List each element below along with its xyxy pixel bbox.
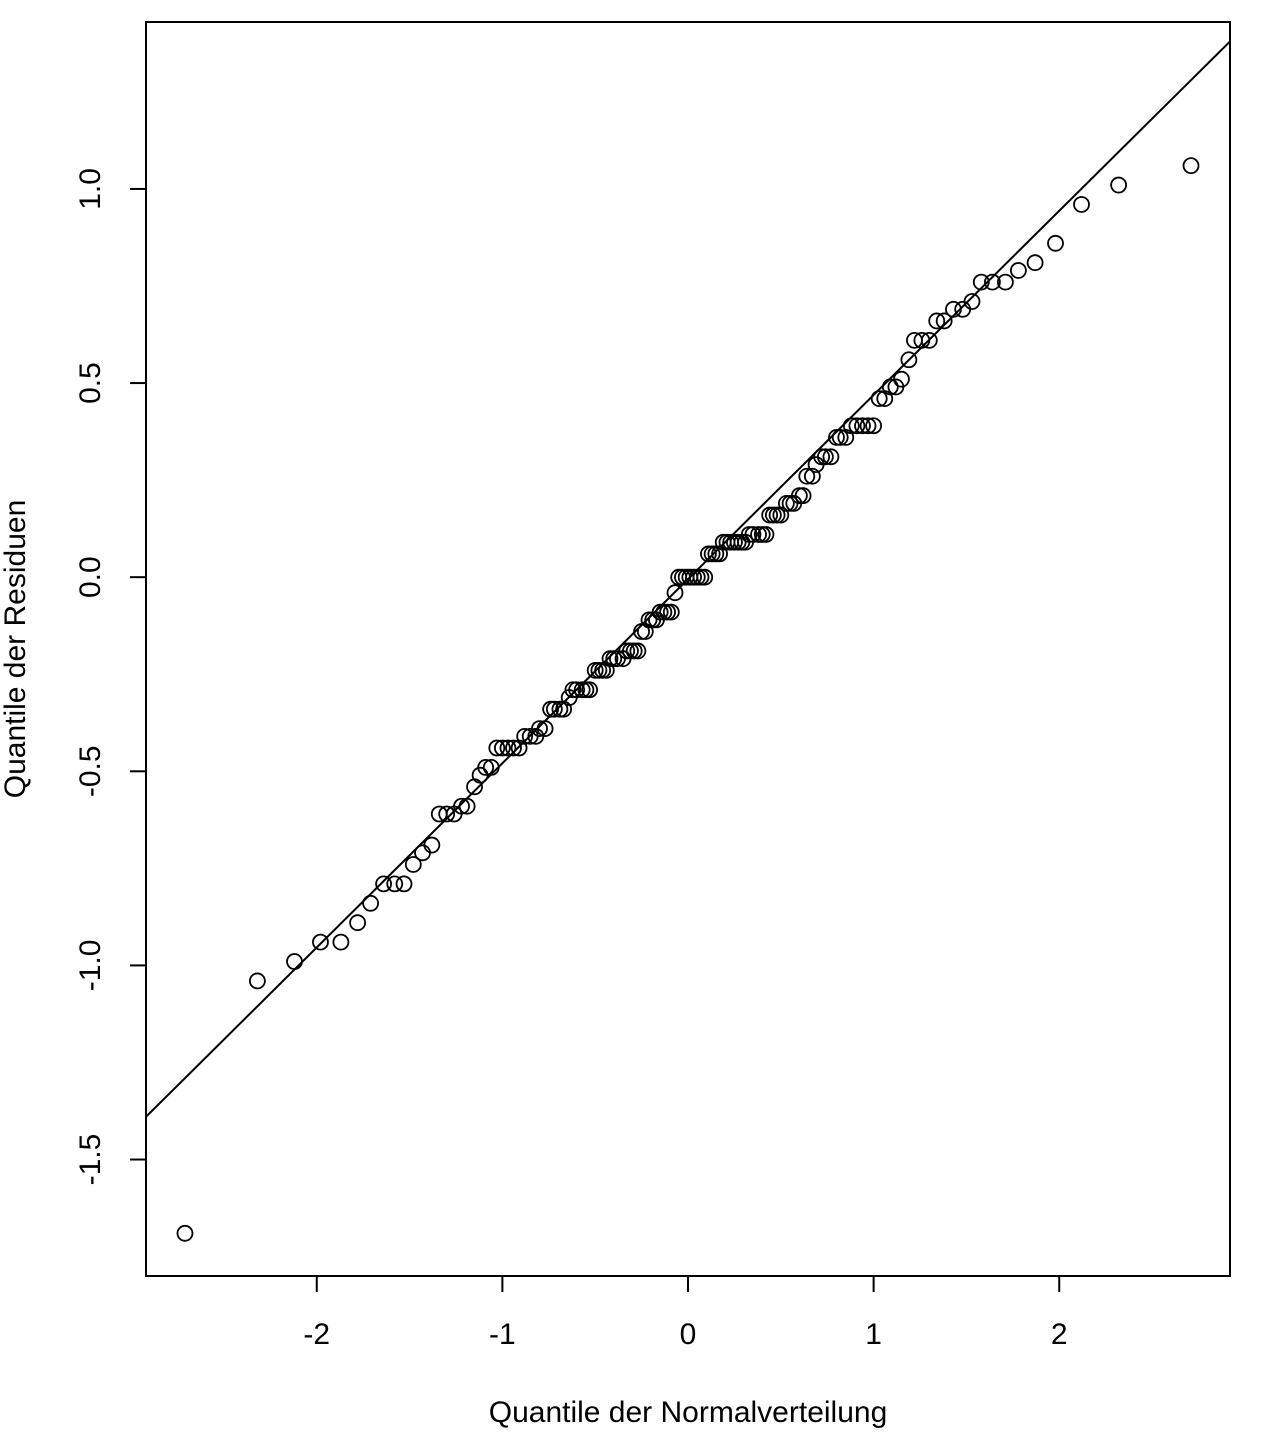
data-point: [505, 739, 522, 757]
x-axis: -2 -1 0 1 2: [303, 1276, 1068, 1351]
y-tick-label: 0.0: [74, 556, 107, 598]
data-point: [816, 448, 834, 466]
data-point: [848, 417, 866, 435]
data-point: [928, 312, 946, 330]
y-tick-label: -0.5: [74, 745, 107, 797]
data-point: [870, 390, 888, 407]
reference-line: [146, 40, 1230, 1118]
y-tick-label: 1.0: [74, 168, 107, 210]
data-point: [438, 805, 456, 823]
data-point: [332, 933, 350, 951]
data-point: [362, 894, 379, 912]
y-axis: -1.5 -1.0 -0.5 0.0 0.5 1.0: [74, 168, 146, 1185]
data-point: [477, 759, 495, 776]
y-axis-label: Quantile der Residuen: [0, 500, 32, 799]
data-point: [545, 700, 563, 718]
x-axis-label: Quantile der Normalverteilung: [489, 1396, 888, 1429]
data-point: [1073, 196, 1090, 213]
data-point: [581, 681, 599, 699]
data-point: [662, 603, 680, 621]
data-point: [935, 312, 953, 330]
data-point: [636, 623, 654, 640]
reference-line-layer: [146, 40, 1230, 1118]
y-tick-label: -1.0: [74, 940, 107, 992]
data-point: [666, 584, 684, 602]
y-tick-label: -1.5: [74, 1134, 107, 1186]
data-point: [900, 351, 918, 369]
plot-frame: [145, 21, 1231, 1277]
data-point: [531, 720, 548, 737]
data-point: [794, 487, 812, 505]
data-point: [1009, 262, 1027, 279]
data-point: [568, 681, 586, 699]
data-points: [176, 157, 1200, 1242]
x-tick-label: 2: [1051, 1318, 1068, 1351]
data-point: [757, 526, 775, 543]
data-point: [997, 273, 1014, 291]
data-point: [453, 797, 470, 815]
data-point: [1047, 234, 1064, 252]
data-point: [963, 293, 981, 310]
data-point: [516, 727, 534, 745]
data-point: [859, 417, 877, 435]
data-point: [854, 417, 871, 435]
data-point: [803, 467, 821, 485]
data-point: [499, 739, 517, 757]
data-point: [920, 331, 938, 349]
data-point: [1182, 157, 1200, 175]
x-tick-label: -1: [489, 1318, 516, 1351]
data-point: [696, 568, 714, 586]
data-point: [248, 972, 266, 990]
data-point: [597, 661, 615, 679]
x-tick-label: -2: [303, 1318, 330, 1351]
data-point: [493, 739, 511, 757]
data-point: [395, 875, 413, 893]
data-point: [744, 526, 762, 543]
data-point: [488, 739, 506, 757]
x-tick-label: 0: [680, 1318, 697, 1351]
data-point: [375, 875, 392, 893]
data-point: [984, 273, 1001, 291]
data-point: [176, 1224, 194, 1242]
data-point: [831, 429, 849, 446]
y-tick-label: 0.5: [74, 362, 107, 404]
data-point: [286, 953, 303, 970]
data-point: [798, 467, 816, 485]
data-point: [423, 836, 441, 854]
data-point: [822, 448, 840, 466]
data-point: [312, 933, 329, 951]
data-point: [386, 875, 404, 893]
data-point: [865, 417, 883, 435]
data-point: [629, 642, 647, 660]
data-point: [404, 856, 422, 873]
data-point: [954, 300, 972, 318]
data-point: [1026, 254, 1044, 272]
data-point: [1110, 176, 1128, 194]
data-point: [893, 370, 910, 388]
x-tick-label: 1: [865, 1318, 882, 1351]
data-point: [349, 914, 367, 932]
